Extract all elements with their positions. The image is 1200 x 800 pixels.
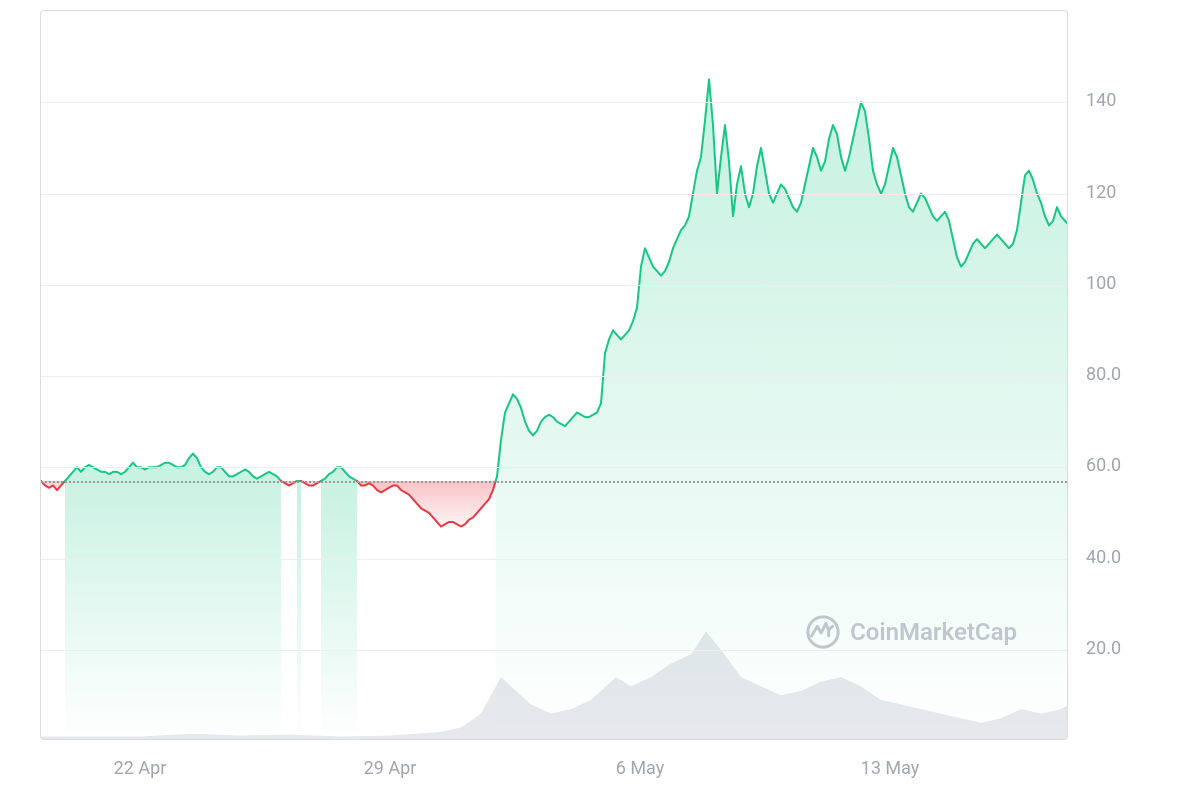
- gridline: [41, 285, 1067, 286]
- y-tick-label: 80.0: [1086, 364, 1121, 385]
- plot-area: CoinMarketCap: [40, 10, 1068, 740]
- x-tick-label: 29 Apr: [364, 758, 417, 779]
- y-tick-label: 20.0: [1086, 638, 1121, 659]
- x-tick-label: 6 May: [616, 758, 664, 779]
- y-tick-label: 120: [1086, 182, 1116, 203]
- gridline: [41, 194, 1067, 195]
- area-up: [297, 481, 301, 740]
- baseline: [41, 481, 1067, 483]
- y-tick-label: 140: [1086, 90, 1116, 111]
- y-tick-label: 100: [1086, 273, 1116, 294]
- area-down: [357, 481, 496, 527]
- area-up: [321, 467, 357, 740]
- gridline: [41, 559, 1067, 560]
- x-tick-label: 13 May: [861, 758, 920, 779]
- gridline: [41, 650, 1067, 651]
- gridline: [41, 102, 1067, 103]
- gridline: [41, 467, 1067, 468]
- price-chart: CoinMarketCap 20.040.060.080.0100120140 …: [0, 0, 1200, 800]
- x-tick-label: 22 Apr: [114, 758, 167, 779]
- coinmarketcap-logo-icon: [806, 615, 840, 649]
- gridline: [41, 376, 1067, 377]
- watermark: CoinMarketCap: [806, 615, 1017, 649]
- area-up: [65, 454, 281, 740]
- y-tick-label: 60.0: [1086, 455, 1121, 476]
- watermark-text: CoinMarketCap: [850, 618, 1017, 646]
- y-tick-label: 40.0: [1086, 547, 1121, 568]
